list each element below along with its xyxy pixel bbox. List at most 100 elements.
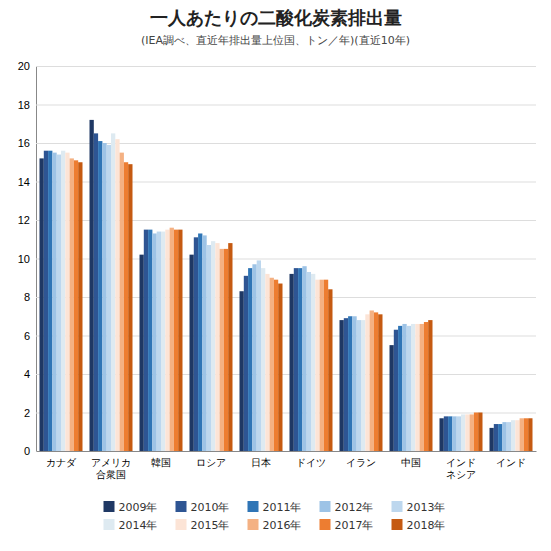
bar <box>407 326 411 451</box>
bar <box>220 249 224 451</box>
x-tick-label: ロシア <box>196 457 226 468</box>
bar <box>348 316 352 451</box>
grid-line <box>36 66 536 67</box>
bar <box>65 153 69 451</box>
x-tick-label: カナダ <box>46 457 77 468</box>
bar <box>461 414 465 451</box>
bar <box>398 326 402 451</box>
bar <box>128 164 132 451</box>
bar <box>44 151 48 451</box>
x-tick: アメリカ合衆国 <box>91 451 131 480</box>
bar <box>298 268 302 451</box>
x-tick-label-line: 日本 <box>251 457 271 468</box>
legend-label: 2015年 <box>191 519 230 532</box>
bar <box>444 416 448 451</box>
x-tick-label: インド <box>496 457 526 468</box>
bar <box>490 428 494 451</box>
legend-swatch <box>392 501 403 512</box>
bar <box>152 233 156 451</box>
x-tick-label-line: アメリカ <box>91 457 131 468</box>
bar <box>102 143 106 451</box>
legend-swatch <box>176 501 187 512</box>
x-tick-label-line: カナダ <box>46 457 77 468</box>
bar <box>361 320 365 451</box>
bar <box>440 418 444 451</box>
x-tick: ドイツ <box>296 451 326 468</box>
bar <box>457 416 461 451</box>
subtitle: (IEA調べ、直近年排出量上位国、トン／年)(直近10年) <box>141 34 410 47</box>
bars <box>40 120 533 451</box>
bar <box>194 237 198 451</box>
bar <box>290 274 294 451</box>
x-tick: インド <box>496 451 526 468</box>
bar <box>107 145 111 451</box>
y-tick-label: 18 <box>18 99 30 111</box>
bar <box>90 120 94 451</box>
bar <box>507 422 511 451</box>
y-tick: 18 <box>18 99 536 111</box>
x-tick: インドネシア <box>446 451 476 480</box>
y-tick-label: 16 <box>18 137 30 149</box>
bar <box>307 272 311 451</box>
bar <box>315 280 319 451</box>
legend-label: 2017年 <box>335 519 374 532</box>
x-tick-label: 韓国 <box>151 457 171 468</box>
bar <box>528 418 532 451</box>
bar <box>452 416 456 451</box>
bar <box>61 151 65 451</box>
bar <box>252 264 256 451</box>
legend-swatch <box>392 519 403 530</box>
bar <box>324 280 328 451</box>
legend-label: 2010年 <box>191 501 230 514</box>
x-axis-line <box>37 451 537 452</box>
bar <box>174 230 178 451</box>
bar <box>344 318 348 451</box>
bar <box>294 268 298 451</box>
x-tick-label: インドネシア <box>446 457 476 480</box>
bar <box>74 160 78 451</box>
x-tick-label-line: 韓国 <box>151 457 171 468</box>
bar <box>120 153 124 451</box>
bar <box>52 153 56 451</box>
bar <box>494 424 498 451</box>
bar-series <box>40 120 494 451</box>
bar <box>274 280 278 451</box>
bar <box>428 320 432 451</box>
x-tick: カナダ <box>46 451 77 468</box>
bar <box>265 274 269 451</box>
legend-swatch <box>248 501 259 512</box>
legend-swatch <box>104 519 115 530</box>
y-tick-label: 8 <box>24 291 30 303</box>
x-tick-label: ドイツ <box>296 457 326 468</box>
y-tick-label: 12 <box>18 214 30 226</box>
legend-label: 2016年 <box>263 519 302 532</box>
bar <box>394 330 398 451</box>
y-tick: 20 <box>18 60 536 72</box>
bar <box>228 243 232 451</box>
x-tick-label-line: 中国 <box>401 457 421 468</box>
bar <box>170 228 174 451</box>
bar <box>465 414 469 451</box>
bar <box>165 230 169 451</box>
bar <box>57 155 61 451</box>
bar <box>207 245 211 451</box>
bar <box>148 230 152 451</box>
bar <box>374 312 378 451</box>
bar <box>248 268 252 451</box>
x-tick-label-line: ネシア <box>446 469 476 480</box>
x-tick-label-line: ロシア <box>196 457 226 468</box>
bar <box>115 139 119 451</box>
bar <box>224 249 228 451</box>
x-tick: 中国 <box>401 451 421 468</box>
legend-item: 2011年 <box>248 501 302 514</box>
bar <box>415 324 419 451</box>
y-tick-label: 10 <box>18 253 30 265</box>
bar <box>524 418 528 451</box>
bar <box>190 255 194 451</box>
grid-line <box>36 451 536 452</box>
bar <box>502 422 506 451</box>
bar <box>478 413 482 452</box>
grid-line <box>36 105 536 106</box>
x-axis: カナダアメリカ合衆国韓国ロシア日本ドイツイラン中国インドネシアインド <box>37 451 537 480</box>
bar <box>240 291 244 451</box>
